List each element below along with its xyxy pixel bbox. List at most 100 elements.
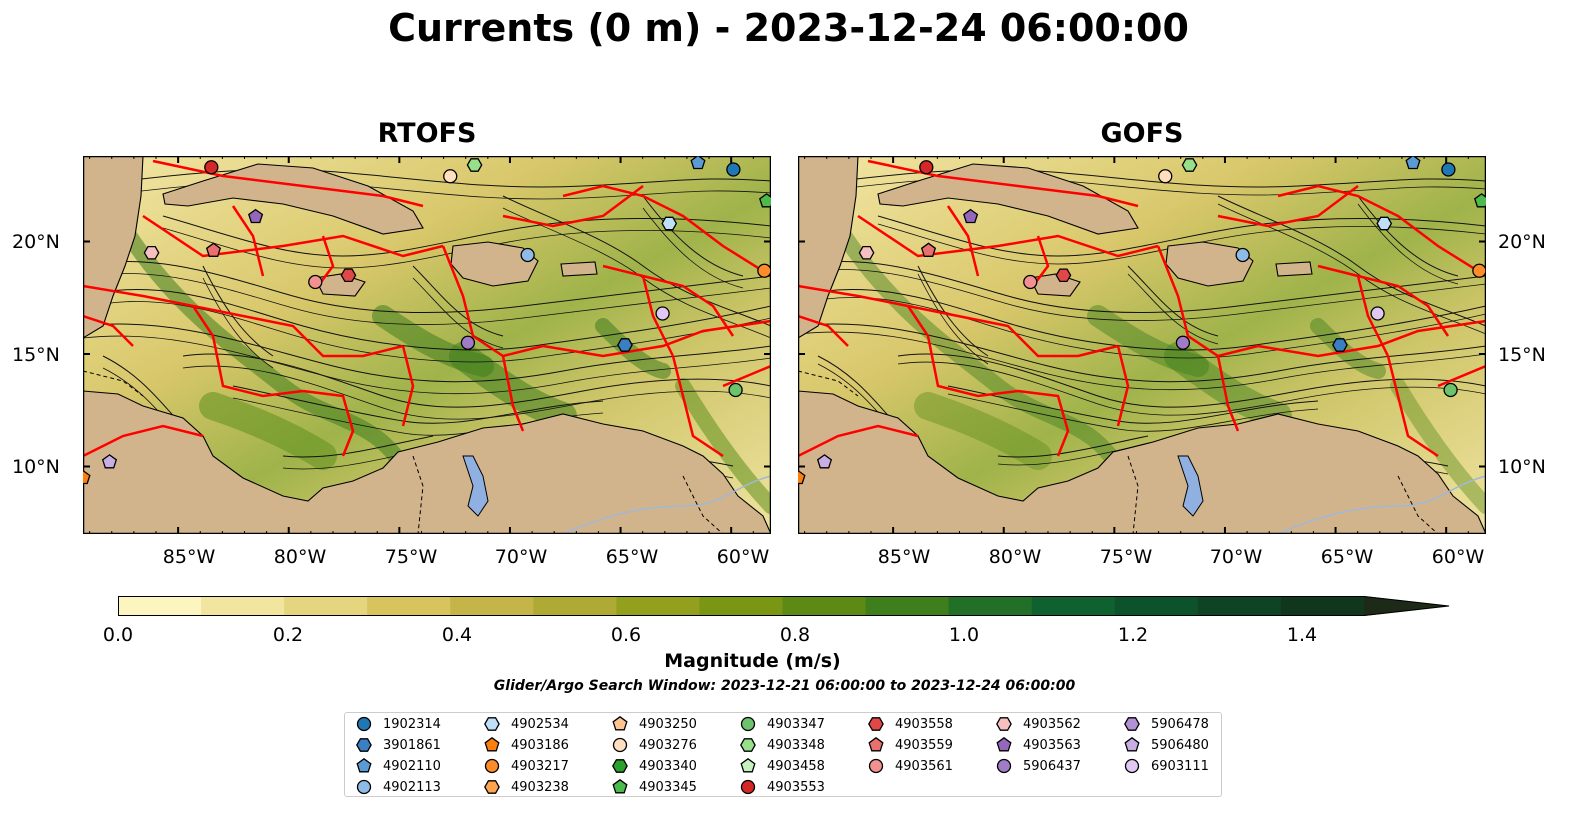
- eez-boundary-line: [857, 214, 1159, 258]
- lake-maracaibo: [1177, 455, 1204, 517]
- float-marker-icon: [356, 779, 372, 795]
- current-streamline: [947, 393, 1319, 432]
- current-streamline: [1357, 195, 1459, 277]
- current-streamline: [412, 277, 504, 349]
- float-marker-icon: [356, 757, 372, 773]
- legend-item: 4903562: [995, 714, 1081, 734]
- current-streamline: [798, 269, 1486, 321]
- legend-label: 4903559: [895, 737, 953, 753]
- panel-title-rtofs: RTOFS: [377, 118, 477, 149]
- float-marker: [798, 469, 806, 485]
- legend-item: 4903559: [867, 735, 953, 755]
- current-streamline: [997, 435, 1149, 458]
- gofs-current-map: [798, 156, 1486, 534]
- legend-label: 4903458: [767, 758, 825, 774]
- land-mass: [1275, 261, 1313, 277]
- legend-label: 3901861: [383, 737, 441, 753]
- current-streamline: [182, 353, 771, 408]
- float-marker-icon: [996, 736, 1012, 752]
- float-marker: [617, 338, 633, 352]
- strong-current-band: [115, 218, 421, 494]
- float-marker: [726, 162, 741, 177]
- strong-current-band: [199, 392, 337, 470]
- float-marker-icon: [996, 717, 1012, 731]
- land-mass: [1165, 241, 1254, 287]
- float-marker: [1158, 169, 1173, 184]
- float-marker: [919, 160, 934, 175]
- current-streamline: [83, 169, 771, 188]
- colorbar-segment: [533, 596, 617, 616]
- eez-boundary-line: [1017, 389, 1070, 457]
- eez-boundary-line: [83, 314, 134, 347]
- legend-label: 4903186: [511, 737, 569, 753]
- float-marker: [1472, 263, 1486, 278]
- eez-boundary-line: [1156, 245, 1259, 358]
- float-marker-icon: [740, 716, 756, 732]
- legend-label: 4903562: [1023, 716, 1081, 732]
- eez-boundary-line: [441, 245, 544, 358]
- legend-item: 4903345: [611, 777, 697, 797]
- float-marker-icon: [484, 736, 500, 752]
- strong-current-band: [1087, 305, 1209, 377]
- current-streamline: [1127, 265, 1219, 337]
- eez-boundary-line: [798, 424, 919, 458]
- current-streamline: [798, 288, 1486, 351]
- float-marker-icon: [1124, 758, 1140, 774]
- eez-boundary-line: [1032, 235, 1050, 287]
- legend-label: 4902534: [511, 716, 569, 732]
- current-streamline: [1357, 203, 1459, 285]
- land-mass: [798, 156, 859, 339]
- colorbar-outline: [118, 596, 1450, 616]
- eez-boundary-line: [83, 424, 204, 458]
- eez-boundary-line: [1277, 184, 1486, 278]
- legend-item: 4903561: [867, 756, 953, 776]
- colorbar-segment: [284, 596, 368, 616]
- legend-item: 6903111: [1123, 756, 1209, 776]
- lon-tick-label: 70°W: [1209, 546, 1263, 568]
- legend-item: 4903347: [739, 714, 825, 734]
- colorbar-segment: [118, 596, 202, 616]
- legend-label: 4903276: [639, 737, 697, 753]
- colorbar-tick-label: 0.8: [779, 624, 811, 646]
- eez-boundary-line: [1437, 364, 1486, 388]
- legend-item: 1902314: [355, 714, 441, 734]
- legend-item: 4902113: [355, 777, 441, 797]
- eez-boundary-line: [191, 305, 304, 398]
- float-marker: [1235, 247, 1250, 263]
- current-streamline: [798, 297, 1486, 359]
- lon-tick-label: 80°W: [273, 546, 327, 568]
- colorbar-segment: [948, 596, 1033, 616]
- current-streamline: [917, 265, 989, 357]
- float-marker-icon: [996, 758, 1012, 774]
- float-marker: [248, 208, 264, 224]
- colorbar-segment: [616, 596, 700, 616]
- float-marker: [1441, 162, 1456, 177]
- river: [1277, 475, 1486, 534]
- panel-title-gofs: GOFS: [1100, 118, 1184, 149]
- float-marker-icon: [484, 758, 500, 774]
- current-streamline: [1217, 195, 1486, 327]
- colorbar-segment: [1114, 596, 1199, 616]
- legend-item: 4903553: [739, 777, 825, 797]
- float-marker: [460, 335, 476, 350]
- legend-item: 4903558: [867, 714, 953, 734]
- legend-item: 4902534: [483, 714, 569, 734]
- legend-label: 4903563: [1023, 737, 1081, 753]
- current-streamline: [502, 195, 771, 327]
- legend-label: 4903348: [767, 737, 825, 753]
- float-marker: [1023, 274, 1038, 290]
- float-marker-icon: [1124, 717, 1140, 731]
- float-marker: [466, 158, 483, 172]
- legend-item: 4903217: [483, 756, 569, 776]
- colorbar-segment: [367, 596, 451, 616]
- current-streamline: [202, 277, 274, 369]
- lon-tick-label: 80°W: [988, 546, 1042, 568]
- float-marker: [963, 208, 979, 224]
- float-marker-icon: [356, 716, 372, 732]
- eez-boundary-line: [867, 159, 1139, 208]
- float-marker: [1175, 335, 1191, 350]
- lon-tick-label: 60°W: [716, 546, 770, 568]
- legend-item: 4903458: [739, 756, 825, 776]
- eez-boundary-line: [641, 275, 675, 357]
- eez-boundary-line: [798, 314, 849, 347]
